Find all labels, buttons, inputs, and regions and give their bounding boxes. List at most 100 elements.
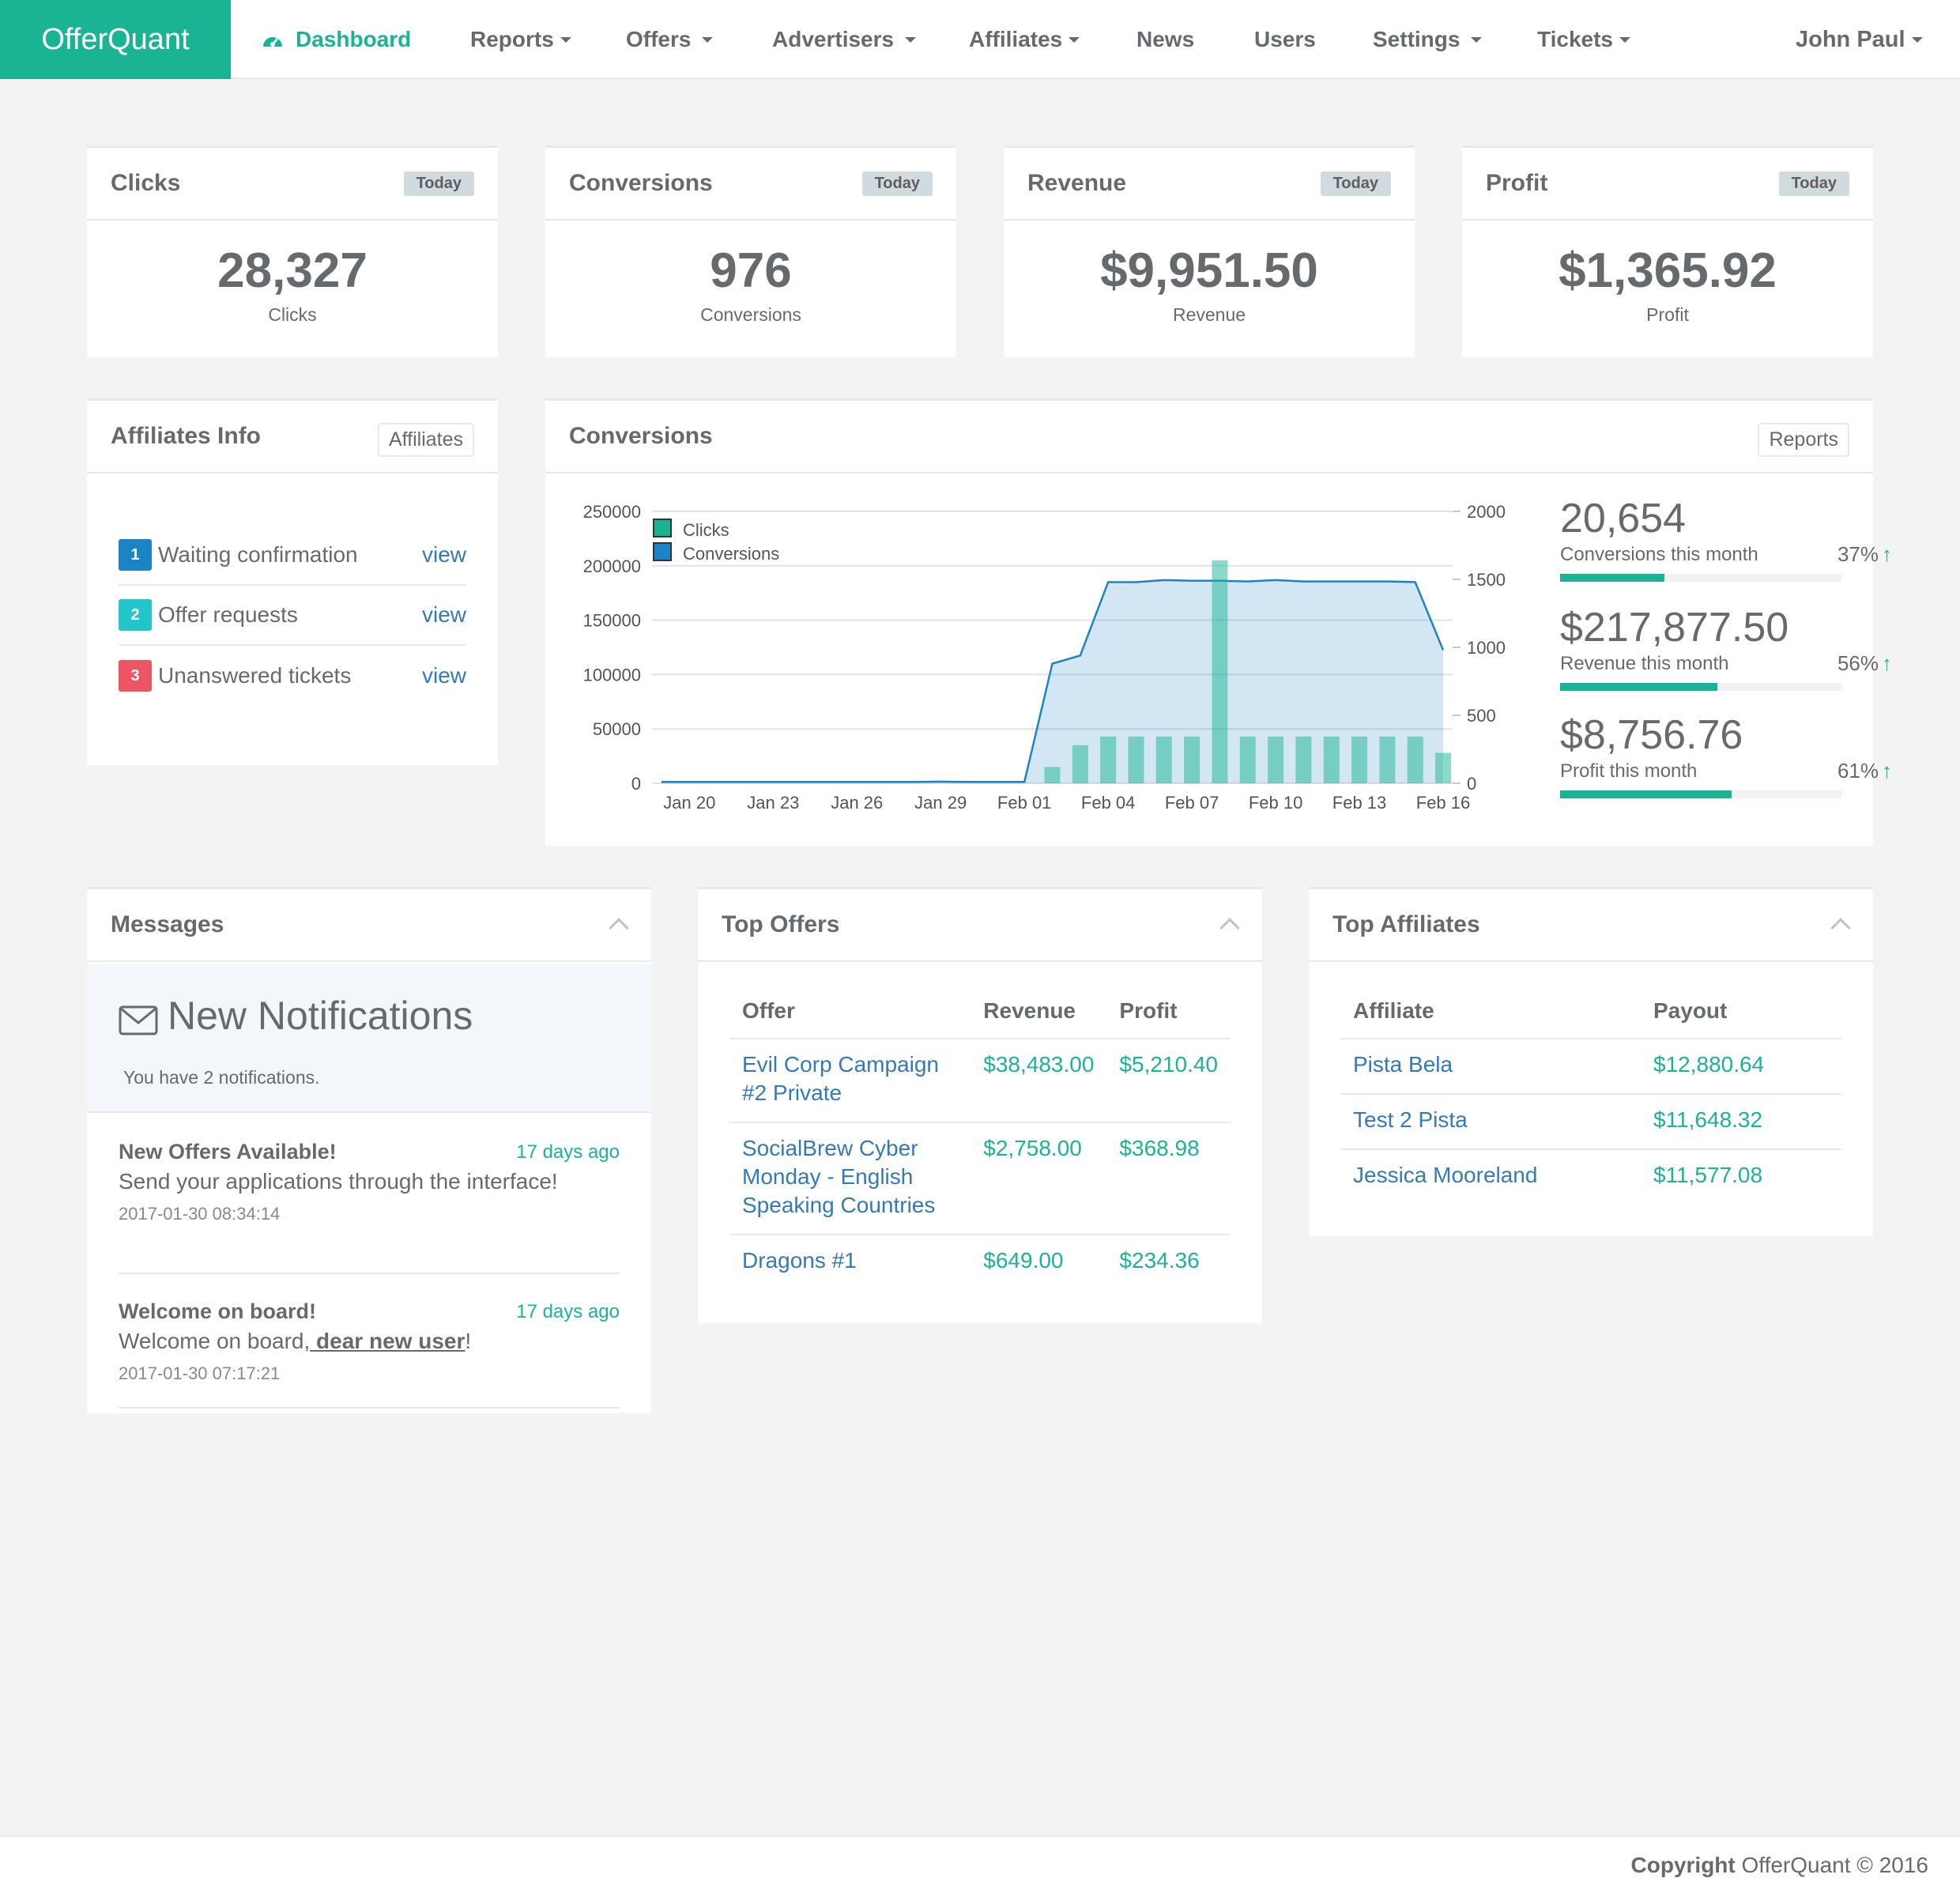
clicks-bar bbox=[1212, 560, 1228, 783]
affiliate-link[interactable]: Test 2 Pista bbox=[1340, 1094, 1641, 1150]
revenue-cell: $2,758.00 bbox=[971, 1122, 1107, 1235]
nav-offers[interactable]: Offers bbox=[626, 0, 714, 79]
table-row: Jessica Mooreland $11,577.08 bbox=[1340, 1149, 1841, 1204]
nav-advertisers[interactable]: Advertisers bbox=[772, 0, 917, 79]
nav-news[interactable]: News bbox=[1136, 0, 1194, 79]
notifications-title: New Notifications bbox=[168, 994, 473, 1038]
y-left-tick-label: 200000 bbox=[583, 556, 641, 576]
y-left-tick-label: 250000 bbox=[583, 502, 641, 522]
dashboard-icon bbox=[263, 37, 282, 47]
affiliate-link[interactable]: Jessica Mooreland bbox=[1353, 1163, 1538, 1187]
offer-link[interactable]: Evil Corp Campaign #2 Private bbox=[729, 1039, 971, 1123]
card-subtitle: Clicks bbox=[268, 304, 317, 325]
caret-down-icon bbox=[1471, 36, 1483, 43]
card-subtitle: Revenue bbox=[1172, 304, 1246, 325]
message-date: 2017-01-30 08:34:14 bbox=[119, 1204, 281, 1224]
message-title: New Offers Available! bbox=[119, 1140, 337, 1163]
panel-title: Messages bbox=[111, 911, 224, 937]
legend-label-clicks: Clicks bbox=[683, 520, 729, 540]
clicks-bar bbox=[1435, 752, 1451, 783]
view-link[interactable]: view bbox=[421, 663, 466, 688]
y-right-tick-label: 1500 bbox=[1467, 570, 1506, 590]
nav-users[interactable]: Users bbox=[1254, 0, 1316, 79]
progress-bar bbox=[1560, 574, 1841, 582]
card-header: Conversions Today bbox=[545, 148, 956, 221]
y-left-tick-label: 50000 bbox=[593, 719, 641, 739]
today-badge: Today bbox=[1778, 172, 1849, 196]
profit-cell: $234.36 bbox=[1119, 1248, 1200, 1273]
y-left-tick-label: 0 bbox=[631, 774, 641, 794]
revenue-month-percent: 56% ↑ bbox=[1838, 651, 1892, 676]
nav-affiliates-label: Affiliates bbox=[969, 27, 1063, 51]
dear-new-user-link[interactable]: dear new user bbox=[310, 1329, 466, 1353]
user-menu[interactable]: John Paul bbox=[1796, 0, 1923, 79]
y-left-tick-label: 100000 bbox=[583, 665, 641, 685]
card-header: Profit Today bbox=[1462, 148, 1873, 221]
brand-logo[interactable]: OfferQuant bbox=[0, 0, 231, 79]
table-row: Pista Bela $12,880.64 bbox=[1340, 1039, 1841, 1095]
progress-fill bbox=[1560, 574, 1664, 582]
table-header-row: Affiliate Payout bbox=[1340, 984, 1841, 1039]
view-link[interactable]: view bbox=[421, 602, 466, 627]
today-badge: Today bbox=[403, 172, 474, 196]
card-subtitle: Conversions bbox=[700, 304, 801, 325]
card-value: 28,327 bbox=[217, 243, 368, 298]
card-title: Profit bbox=[1486, 170, 1548, 196]
card-subtitle: Profit bbox=[1646, 304, 1689, 325]
payout-cell: $11,648.32 bbox=[1641, 1094, 1841, 1150]
revenue-month-value: $217,877.50 bbox=[1560, 605, 1789, 651]
conversions-chart-panel: Conversions Reports bbox=[545, 398, 1873, 846]
footer: Copyright OfferQuant © 2016 bbox=[0, 1835, 1960, 1897]
panel-header: Conversions Reports bbox=[545, 401, 1873, 473]
conversions-chart: 250000 200000 150000 100000 50000 0 2000 1500 10… bbox=[583, 502, 1506, 813]
offer-link[interactable]: Dragons #1 bbox=[742, 1248, 857, 1273]
collapse-chevron-icon[interactable] bbox=[1219, 918, 1240, 938]
collapse-chevron-icon[interactable] bbox=[609, 918, 629, 938]
nav-affiliates[interactable]: Affiliates bbox=[969, 0, 1080, 79]
reports-button[interactable]: Reports bbox=[1758, 423, 1849, 457]
panel-title: Top Offers bbox=[722, 911, 840, 937]
profit-month-value: $8,756.76 bbox=[1560, 712, 1743, 758]
column-header: Offer bbox=[729, 984, 971, 1039]
message-time-ago: 17 days ago bbox=[516, 1141, 620, 1163]
table-row: Evil Corp Campaign #2 Private $38,483.00… bbox=[729, 1039, 1231, 1123]
list-item: 1 Waiting confirmation view bbox=[119, 526, 466, 586]
message-item[interactable]: New Offers Available! 17 days ago Send y… bbox=[119, 1140, 620, 1274]
nav-reports[interactable]: Reports bbox=[470, 0, 571, 79]
progress-fill bbox=[1560, 790, 1732, 798]
clicks-bar bbox=[1155, 736, 1172, 783]
y-left-tick-label: 150000 bbox=[583, 611, 641, 631]
panel-header: Messages bbox=[87, 889, 651, 962]
affiliates-button[interactable]: Affiliates bbox=[377, 423, 474, 457]
nav-offers-label: Offers bbox=[626, 27, 692, 51]
revenue-card: Revenue Today $9,951.50 Revenue bbox=[1004, 145, 1415, 357]
message-item[interactable]: Welcome on board! 17 days ago Welcome on… bbox=[119, 1274, 620, 1409]
offer-link[interactable]: SocialBrew Cyber Monday - English Speaki… bbox=[729, 1122, 971, 1235]
nav-tickets[interactable]: Tickets bbox=[1537, 0, 1630, 79]
caret-down-icon bbox=[1619, 36, 1630, 43]
table-row: SocialBrew Cyber Monday - English Speaki… bbox=[729, 1122, 1231, 1235]
nav-dashboard[interactable]: Dashboard bbox=[261, 0, 411, 79]
item-label: Waiting confirmation bbox=[158, 542, 358, 567]
nav-settings[interactable]: Settings bbox=[1373, 0, 1483, 79]
arrow-up-icon: ↑ bbox=[1882, 651, 1892, 675]
caret-down-icon bbox=[1069, 36, 1080, 43]
collapse-chevron-icon[interactable] bbox=[1830, 918, 1851, 938]
view-link[interactable]: view bbox=[421, 542, 466, 567]
item-label: Unanswered tickets bbox=[158, 663, 352, 688]
panel-header: Top Offers bbox=[698, 889, 1262, 962]
column-header: Revenue bbox=[971, 984, 1107, 1039]
count-badge: 3 bbox=[119, 660, 152, 692]
percent-value: 56% bbox=[1837, 651, 1879, 675]
revenue-cell: $649.00 bbox=[983, 1248, 1064, 1273]
clicks-bar bbox=[1072, 745, 1088, 783]
top-affiliates-table: Affiliate Payout Pista Bela $12,880.64 T… bbox=[1340, 984, 1841, 1204]
x-tick-label: Feb 01 bbox=[997, 793, 1052, 813]
table-row: Dragons #1 $649.00 $234.36 bbox=[729, 1235, 1231, 1289]
top-offers-table: Offer Revenue Profit Evil Corp Campaign … bbox=[729, 984, 1231, 1289]
affiliate-link[interactable]: Pista Bela bbox=[1340, 1039, 1641, 1095]
nav-settings-label: Settings bbox=[1373, 27, 1461, 51]
y-right-tick-label: 500 bbox=[1467, 706, 1496, 726]
conversions-line bbox=[662, 579, 1445, 783]
conversions-month-label: Conversions this month bbox=[1560, 544, 1758, 565]
